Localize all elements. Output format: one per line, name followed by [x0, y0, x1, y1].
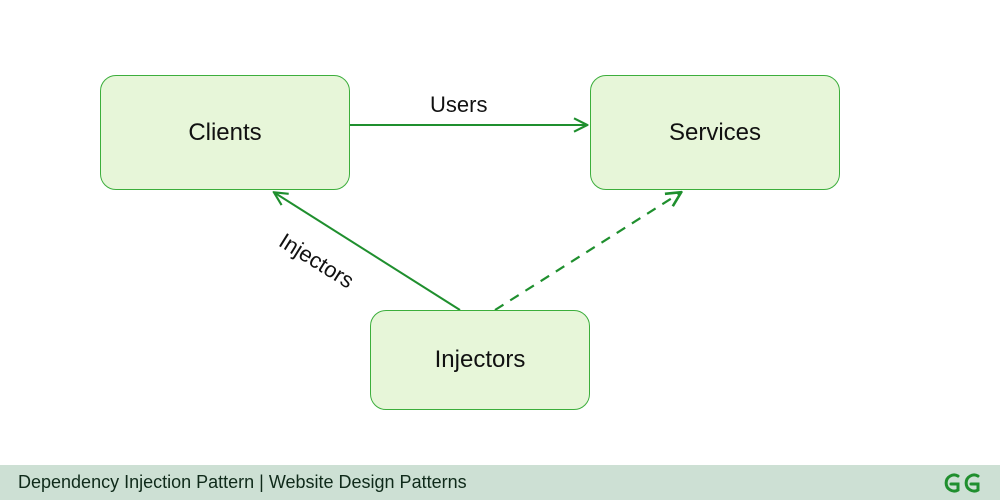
node-clients: Clients [100, 75, 350, 190]
edge-label-clients-services: Users [430, 92, 487, 118]
node-injectors: Injectors [370, 310, 590, 410]
edge-label-injectors-clients: Injectors [274, 228, 358, 294]
node-services: Services [590, 75, 840, 190]
diagram-canvas: Clients Services Injectors Users Injectors [0, 0, 1000, 465]
edge-injectors-services [495, 193, 680, 310]
brand-logo-icon [942, 472, 982, 494]
footer-bar: Dependency Injection Pattern | Website D… [0, 465, 1000, 500]
footer-title: Dependency Injection Pattern | Website D… [18, 472, 467, 493]
